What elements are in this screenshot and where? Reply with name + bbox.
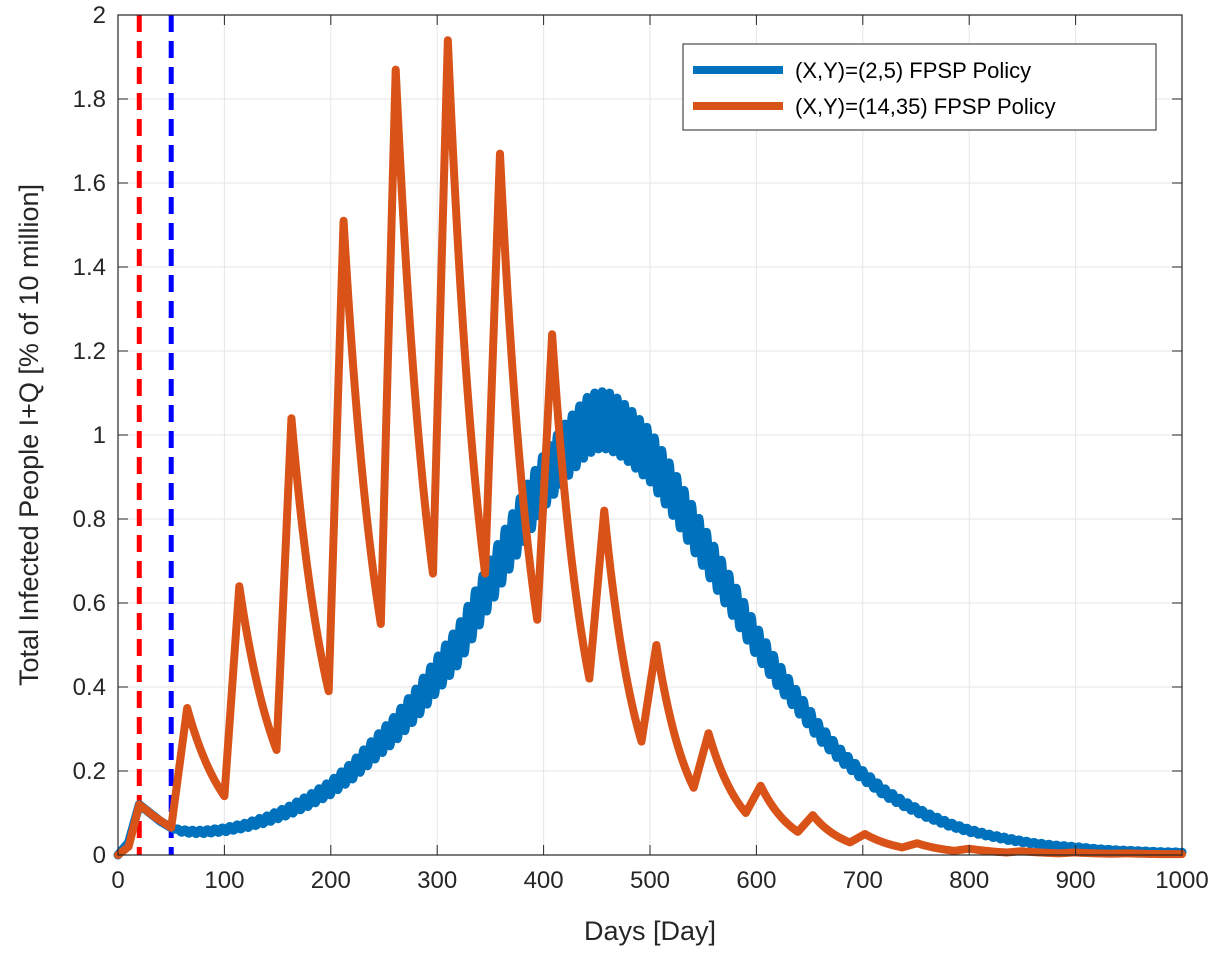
legend-label: (X,Y)=(2,5) FPSP Policy	[795, 58, 1031, 83]
y-tick-label: 0.6	[73, 590, 106, 617]
x-tick-label: 400	[524, 867, 564, 894]
legend-box	[682, 43, 1157, 131]
y-tick-label: 0.2	[73, 758, 106, 785]
y-axis-title: Total Infected People I+Q [% of 10 milli…	[14, 184, 44, 686]
y-tick-label: 2	[93, 2, 106, 29]
x-tick-label: 0	[111, 867, 124, 894]
x-tick-label: 500	[630, 867, 670, 894]
series-group	[113, 36, 1187, 860]
series-line-2	[114, 36, 1186, 859]
y-tick-label: 0	[93, 842, 106, 869]
x-tick-label: 600	[736, 867, 776, 894]
series-line-1	[113, 387, 1187, 860]
y-tick-label: 0.4	[73, 674, 106, 701]
x-tick-label: 900	[1056, 867, 1096, 894]
x-tick-label: 300	[417, 867, 457, 894]
ticks: 0 100 200 300 400 500 600 700 800 900 1000 0 0.2 0.4 0…	[73, 2, 1209, 894]
legend: (X,Y)=(2,5) FPSP Policy (X,Y)=(14,35) FPS…	[682, 43, 1157, 131]
legend-label: (X,Y)=(14,35) FPSP Policy	[795, 94, 1056, 119]
y-tick-label: 1.2	[73, 338, 106, 365]
y-tick-label: 1	[93, 422, 106, 449]
y-tick-label: 0.8	[73, 506, 106, 533]
x-tick-label: 1000	[1155, 867, 1208, 894]
vertical-markers	[136, 15, 174, 855]
y-tick-label: 1.4	[73, 254, 106, 281]
x-tick-label: 100	[204, 867, 244, 894]
y-tick-label: 1.8	[73, 86, 106, 113]
x-tick-label: 200	[311, 867, 351, 894]
y-tick-label: 1.6	[73, 170, 106, 197]
x-tick-label: 800	[949, 867, 989, 894]
x-axis-title: Days [Day]	[584, 916, 716, 946]
x-tick-label: 700	[843, 867, 883, 894]
